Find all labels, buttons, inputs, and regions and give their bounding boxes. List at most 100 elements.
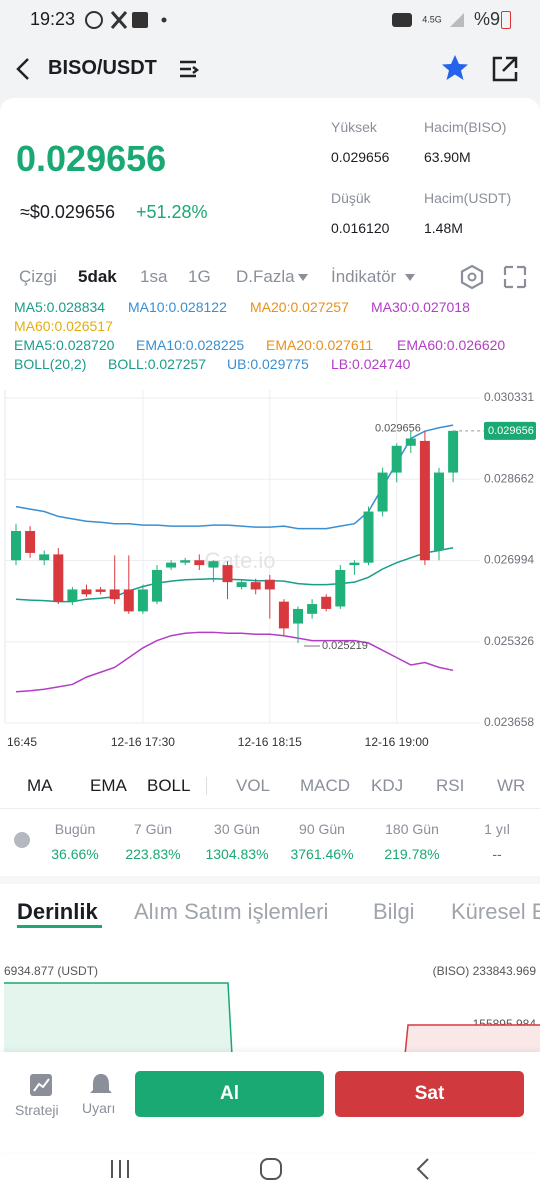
candle-body <box>11 531 21 561</box>
period-label: 7 Gün <box>133 821 173 837</box>
candle-body <box>321 596 332 609</box>
last-price-label: 0.029656 <box>488 425 534 437</box>
sell-button[interactable]: Sat <box>335 1071 524 1117</box>
interval-tab[interactable]: 1G <box>188 267 211 286</box>
indicator-line <box>15 546 454 603</box>
interval-tab[interactable]: 1sa <box>140 267 168 286</box>
period-change: 223.83% <box>125 846 181 862</box>
indicator-value: BOLL(20,2) <box>14 356 87 372</box>
last-price: 0.029656 <box>16 138 167 179</box>
section-tab[interactable]: Derinlik <box>17 899 98 924</box>
tab-divider <box>206 777 207 795</box>
share-icon[interactable] <box>490 54 520 84</box>
stat-label: Hacim(BISO) <box>424 119 507 135</box>
indicator-tab[interactable]: KDJ <box>371 776 404 795</box>
indicator-tab[interactable]: EMA <box>90 776 127 795</box>
info-icon <box>14 832 30 848</box>
candlestick-chart: 0.030331 0.028662 0.026994 0.025326 0.023658… <box>4 390 536 749</box>
interval-tab[interactable]: İndikatör <box>331 267 397 286</box>
indicator-tab[interactable]: RSI <box>436 776 465 795</box>
indicator-value: MA30:0.027018 <box>371 299 470 315</box>
section-tab[interactable]: Bilgi <box>373 899 415 924</box>
change-percent: +51.28% <box>136 202 208 222</box>
interval-tab[interactable]: Çizgi <box>19 267 57 286</box>
favorite-star[interactable] <box>440 53 470 83</box>
stat-value: 1.48M <box>424 220 463 236</box>
strategy-icon[interactable] <box>28 1072 54 1098</box>
dropdown-arrow <box>405 274 415 281</box>
indicator-tab[interactable]: BOLL <box>147 776 191 795</box>
candle-body <box>67 589 78 602</box>
indicator-line <box>15 631 454 693</box>
alert-label[interactable]: Uyarı <box>82 1100 116 1116</box>
buy-button[interactable]: Al <box>135 1071 324 1117</box>
indicator-value: EMA20:0.027611 <box>266 337 374 353</box>
indicator-tab[interactable]: VOL <box>236 776 271 795</box>
period-change: 36.66% <box>51 846 99 862</box>
y-tick-label: 0.028662 <box>484 471 534 485</box>
stat-label: Hacim(USDT) <box>424 190 512 206</box>
section-gap <box>0 876 540 884</box>
indicator-value: EMA5:0.028720 <box>14 337 115 353</box>
interval-tab[interactable]: D.Fazla <box>236 267 295 286</box>
x-tick-label: 12-16 19:00 <box>365 735 429 749</box>
candle-body <box>278 601 289 629</box>
candle-body <box>405 438 416 446</box>
indicator-value: EMA60:0.026620 <box>397 337 506 353</box>
depth-label: 6934.877 (USDT) <box>4 964 99 978</box>
period-change: 3761.46% <box>290 846 354 862</box>
strategy-label[interactable]: Strateji <box>15 1102 59 1118</box>
period-label: Bugün <box>54 821 96 837</box>
candle-body <box>137 589 148 612</box>
indicator-tab[interactable]: MA <box>27 776 53 795</box>
candle-body <box>293 608 303 624</box>
nav-bar <box>111 1158 429 1180</box>
indicator-value: MA60:0.026517 <box>14 318 113 334</box>
candle-body <box>95 589 106 592</box>
svg-text:4.5G: 4.5G <box>422 14 442 24</box>
candle-body <box>180 560 191 563</box>
status-icons <box>85 11 167 29</box>
candle-body <box>307 604 318 614</box>
back-button[interactable] <box>12 56 34 82</box>
x-tick-label: 12-16 18:15 <box>238 735 302 749</box>
section-tab[interactable]: Alım Satım işlemleri <box>134 899 329 924</box>
high-annotation: 0.029656 <box>375 423 421 435</box>
y-tick-label: 0.030331 <box>484 390 534 404</box>
depth-label: (BISO) 233843.969 <box>432 964 536 978</box>
period-change: 219.78% <box>384 846 440 862</box>
candle-body <box>434 472 444 551</box>
candle-body <box>264 579 275 590</box>
chart-tools[interactable] <box>458 263 528 291</box>
stat-label: Düşük <box>331 190 371 206</box>
stat-value: 0.029656 <box>331 149 390 165</box>
low-annotation: 0.025219 <box>322 640 368 652</box>
period-label: 180 Gün <box>385 821 439 837</box>
candle-body <box>152 569 162 602</box>
battery-level: %9 <box>474 9 501 29</box>
alert-icon[interactable] <box>88 1072 114 1098</box>
x-tick-label: 16:45 <box>7 735 37 749</box>
candle-body <box>81 589 92 595</box>
usd-price: ≈$0.029656 <box>20 202 115 222</box>
candle-body <box>335 569 346 607</box>
candle-body <box>166 562 177 568</box>
candle-body <box>419 440 430 561</box>
indicator-value: MA5:0.028834 <box>14 299 106 315</box>
pair-list-icon[interactable] <box>178 58 200 80</box>
indicator-tab[interactable]: WR <box>497 776 526 795</box>
tab-underline <box>17 925 102 928</box>
indicator-tab[interactable]: MACD <box>300 776 351 795</box>
indicator-value: MA10:0.028122 <box>128 299 227 315</box>
candle-body <box>377 472 388 512</box>
x-tick-label: 12-16 17:30 <box>111 735 175 749</box>
interval-tab[interactable]: 5dak <box>78 267 117 286</box>
candle-body <box>349 562 360 566</box>
indicator-value: MA20:0.027257 <box>250 299 349 315</box>
section-tab[interactable]: Küresel E <box>451 899 540 924</box>
last-price-tag <box>484 421 536 440</box>
candle-body <box>208 561 219 568</box>
candle-body <box>25 531 36 553</box>
candle-body <box>39 554 50 561</box>
